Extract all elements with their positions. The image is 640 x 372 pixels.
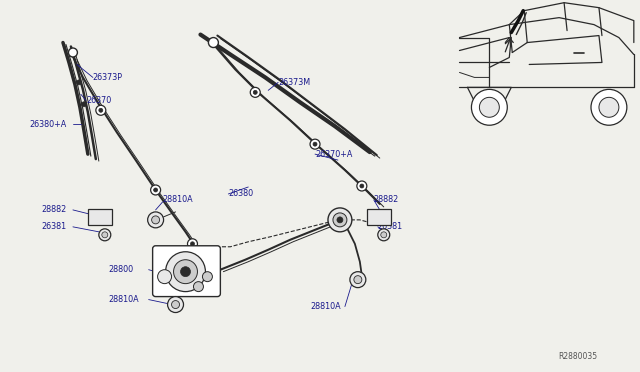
Circle shape <box>328 208 352 232</box>
Text: 26380+A: 26380+A <box>29 120 67 129</box>
Text: 26381: 26381 <box>41 222 66 231</box>
Circle shape <box>310 139 320 149</box>
Circle shape <box>180 267 191 277</box>
FancyBboxPatch shape <box>152 246 220 296</box>
Circle shape <box>157 270 172 283</box>
Circle shape <box>209 38 218 48</box>
Circle shape <box>188 239 198 249</box>
Circle shape <box>166 252 205 292</box>
Text: 26373M: 26373M <box>278 78 310 87</box>
Circle shape <box>173 260 198 283</box>
Circle shape <box>357 181 367 191</box>
Text: 26370: 26370 <box>86 96 111 105</box>
Circle shape <box>150 185 161 195</box>
Circle shape <box>360 184 364 188</box>
Circle shape <box>193 282 204 292</box>
Text: 28810A: 28810A <box>109 295 140 304</box>
FancyBboxPatch shape <box>88 209 112 225</box>
Text: 26380: 26380 <box>228 189 253 199</box>
FancyBboxPatch shape <box>367 209 391 225</box>
Text: R2880035: R2880035 <box>558 352 597 361</box>
Circle shape <box>76 80 81 85</box>
Circle shape <box>191 242 195 246</box>
Circle shape <box>81 102 86 107</box>
Circle shape <box>599 97 619 117</box>
Circle shape <box>313 142 317 146</box>
Text: 28800: 28800 <box>109 265 134 274</box>
Circle shape <box>148 212 164 228</box>
Circle shape <box>479 97 499 117</box>
Circle shape <box>202 272 212 282</box>
Circle shape <box>99 108 103 112</box>
Circle shape <box>253 90 257 94</box>
Text: 28810A: 28810A <box>310 302 340 311</box>
Circle shape <box>68 48 77 57</box>
Circle shape <box>381 232 387 238</box>
Circle shape <box>350 272 366 288</box>
Circle shape <box>333 213 347 227</box>
Circle shape <box>99 229 111 241</box>
Circle shape <box>472 89 508 125</box>
Text: 26381: 26381 <box>378 222 403 231</box>
Circle shape <box>337 217 343 223</box>
Circle shape <box>154 188 157 192</box>
Text: 28810A: 28810A <box>163 195 193 205</box>
Text: 26370+A: 26370+A <box>315 150 353 158</box>
Text: 28882: 28882 <box>41 205 67 214</box>
Circle shape <box>168 296 184 312</box>
Circle shape <box>591 89 627 125</box>
Circle shape <box>250 87 260 97</box>
Text: 26373P: 26373P <box>93 73 123 82</box>
Circle shape <box>152 216 159 224</box>
Circle shape <box>354 276 362 283</box>
Circle shape <box>172 301 180 308</box>
Circle shape <box>96 105 106 115</box>
Text: 28882: 28882 <box>374 195 399 205</box>
Circle shape <box>378 229 390 241</box>
Circle shape <box>102 232 108 238</box>
